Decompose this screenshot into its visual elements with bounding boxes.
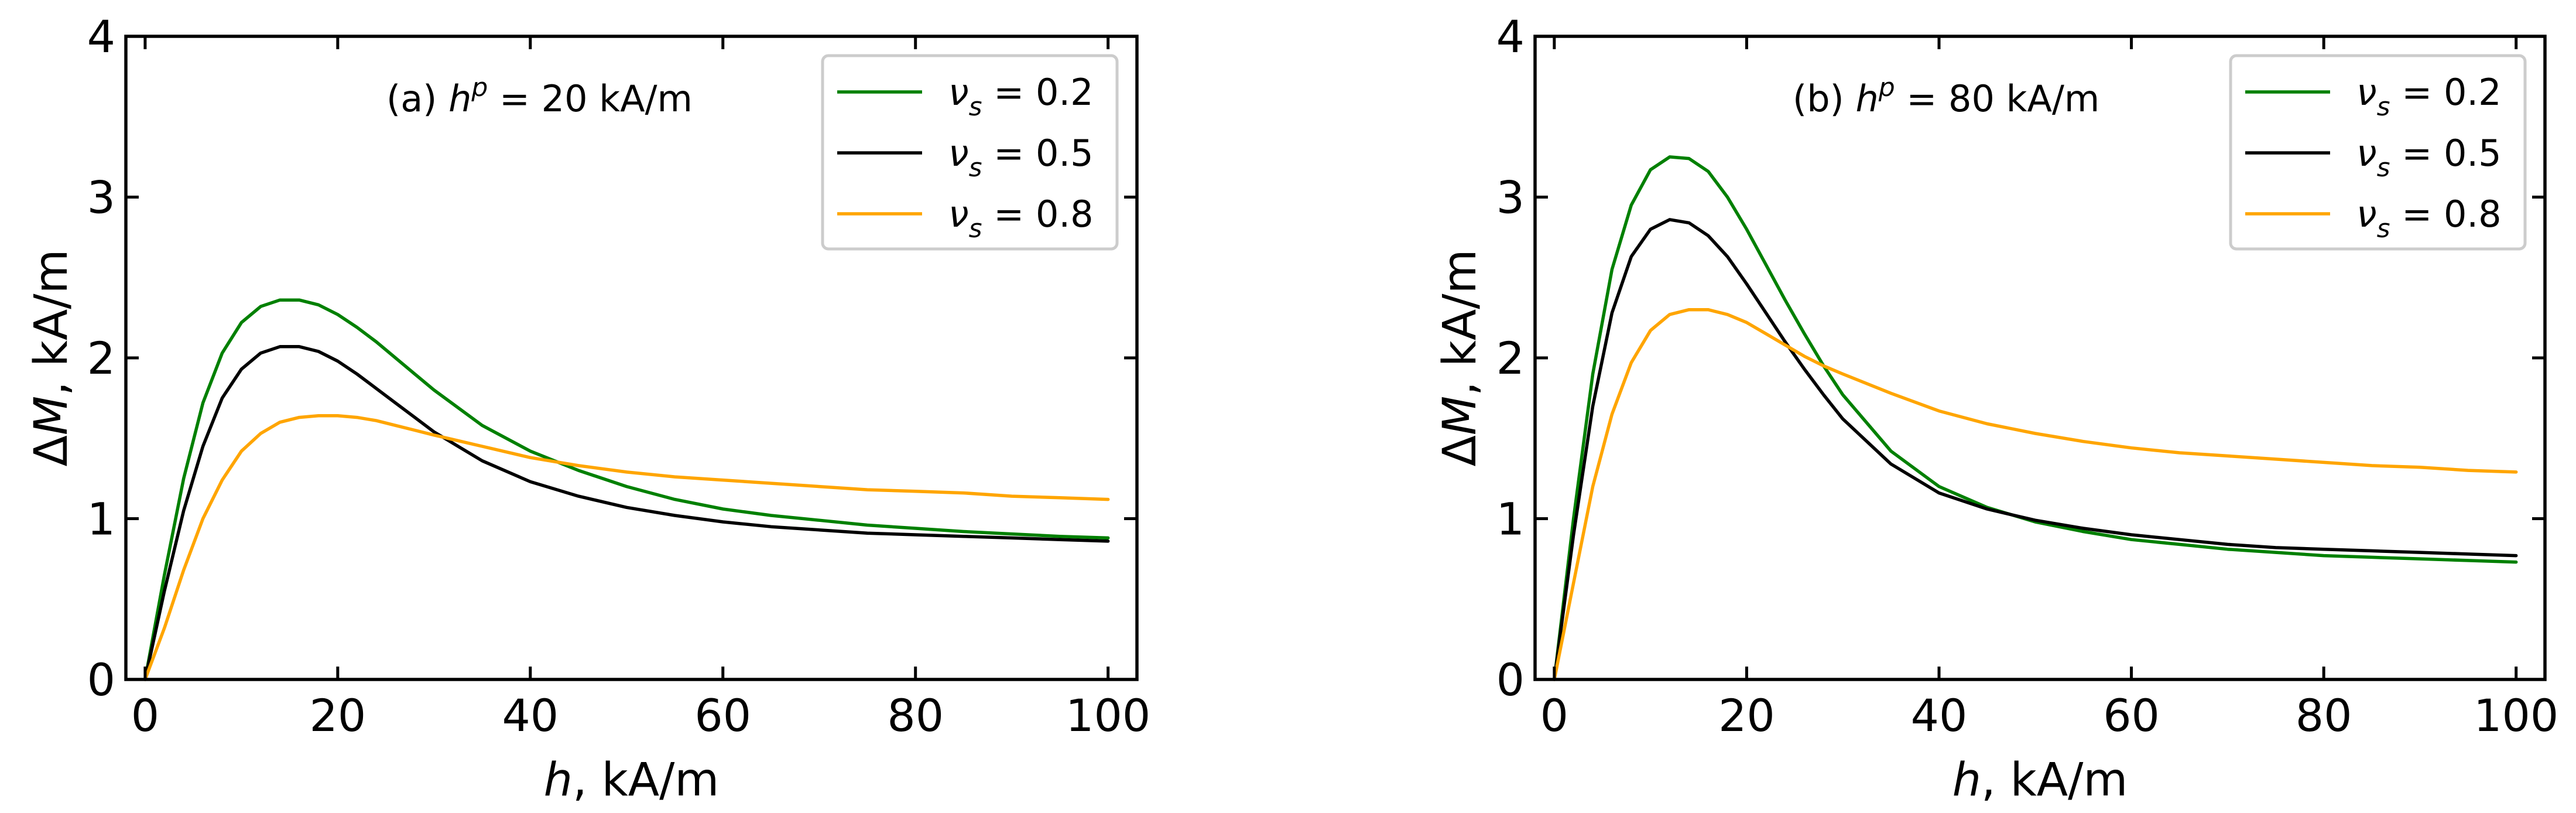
x-axis-label: h, kA/m (544, 754, 720, 807)
y-tick-label: 0 (87, 654, 115, 706)
series-line-1 (1553, 155, 2518, 681)
x-tick-label: 20 (1718, 689, 1775, 742)
y-axis-label: ΔM, kA/m (25, 249, 78, 466)
y-tick-label: 4 (87, 11, 115, 63)
x-tick-label: 60 (694, 689, 751, 742)
y-tick-label: 2 (87, 332, 115, 384)
x-tick-label: 0 (131, 689, 159, 742)
series-line-1 (143, 298, 1110, 681)
series-line-2 (1553, 218, 2518, 681)
legend-label-3: νs = 0.8 (948, 193, 1094, 244)
legend-box (2229, 54, 2527, 251)
y-tick-label: 4 (1496, 11, 1525, 63)
x-tick-label: 80 (887, 689, 944, 742)
y-label-delta: Δ (25, 435, 78, 466)
legend: νs = 0.2 νs = 0.5 νs = 0.8 (821, 54, 1119, 251)
legend-label-2: νs = 0.5 (2356, 132, 2502, 183)
x-tick-label: 100 (1066, 689, 1150, 742)
legend-label-3: νs = 0.8 (2356, 193, 2502, 244)
y-tick-label: 0 (1496, 654, 1525, 706)
panel-b: 0 20 40 60 80 100 0 1 2 3 4 h, kA/m ΔM, kA/m (b) hp =… (1434, 11, 2558, 807)
x-tick-label: 40 (1911, 689, 1968, 742)
x-tick-label: 20 (309, 689, 366, 742)
series-line-2 (143, 345, 1110, 681)
y-label-delta: Δ (1434, 435, 1486, 466)
legend-label-1: νs = 0.2 (2356, 71, 2502, 122)
panel-annotation: (b) hp = 80 kA/m (1793, 73, 2099, 120)
legend-label-1: νs = 0.2 (948, 71, 1094, 122)
y-tick-label: 1 (87, 493, 115, 545)
x-tick-label: 60 (2103, 689, 2160, 742)
series-line-3 (1553, 308, 2518, 681)
panel-annotation: (a) hp = 20 kA/m (386, 73, 693, 120)
y-tick-label: 3 (87, 172, 115, 224)
legend-label-2: νs = 0.5 (948, 132, 1094, 183)
y-tick-label: 3 (1496, 172, 1525, 224)
x-tick-label: 80 (2296, 689, 2352, 742)
y-tick-label: 1 (1496, 493, 1525, 545)
y-tick-label: 2 (1496, 332, 1525, 384)
x-tick-label: 40 (502, 689, 559, 742)
x-tick-label: 0 (1540, 689, 1568, 742)
x-tick-label: 100 (2474, 689, 2558, 742)
legend-box (821, 54, 1119, 251)
x-axis-label: h, kA/m (1952, 754, 2128, 807)
y-axis-label: ΔM, kA/m (1434, 249, 1486, 466)
legend: νs = 0.2 νs = 0.5 νs = 0.8 (2229, 54, 2527, 251)
series-line-3 (143, 414, 1110, 681)
panel-a: 0 20 40 60 80 100 0 1 2 3 4 h, kA/m ΔM, kA/m (a) hp =… (25, 11, 1150, 807)
